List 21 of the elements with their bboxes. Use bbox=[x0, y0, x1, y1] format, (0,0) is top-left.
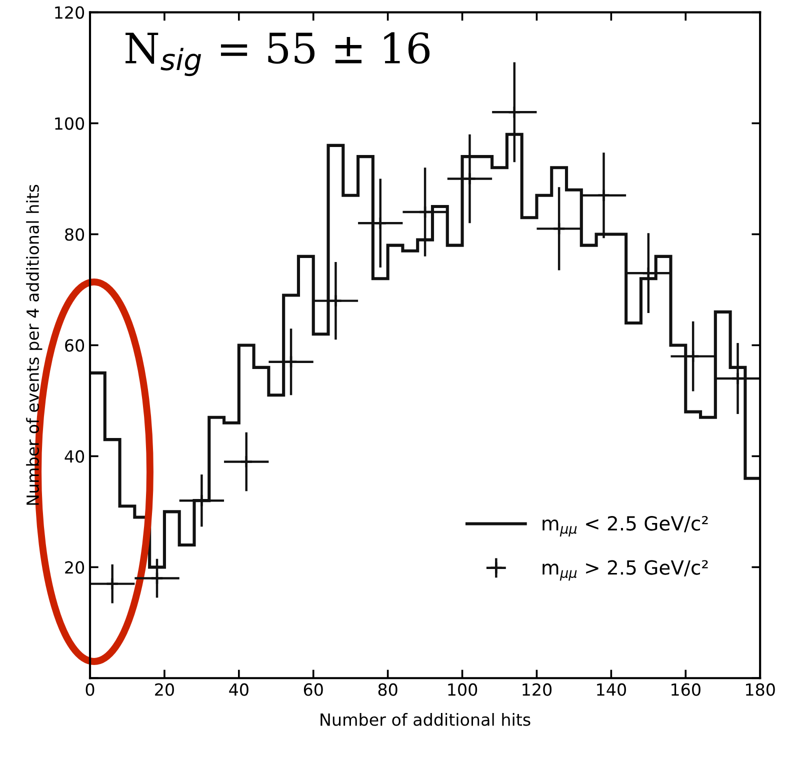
x-tick-label: 60 bbox=[304, 683, 323, 696]
annotation: N$_{sig}$ = 55 ± 16 bbox=[126, 32, 430, 76]
y-tick-label: 100 bbox=[55, 117, 84, 130]
y-tick-label: 80 bbox=[65, 228, 84, 241]
legend-label: m$_{μμ}$ < 2.5 GeV/c² bbox=[542, 516, 708, 536]
x-tick-label: 120 bbox=[522, 683, 552, 696]
x-tick-label: 0 bbox=[86, 683, 94, 696]
y-tick-label: 120 bbox=[55, 6, 84, 19]
y-tick-label: 40 bbox=[64, 450, 84, 463]
x-tick-label: 80 bbox=[378, 683, 398, 696]
x-tick-label: 160 bbox=[672, 683, 700, 696]
y-tick-label: 60 bbox=[65, 339, 84, 352]
legend-label: m$_{μμ}$ > 2.5 GeV/c² bbox=[542, 560, 708, 581]
y-tick-label: 20 bbox=[65, 561, 84, 574]
x-axis-title: Number of additional hits bbox=[320, 713, 530, 726]
x-tick-label: 180 bbox=[746, 683, 775, 696]
x-tick-label: 20 bbox=[155, 683, 174, 696]
y-axis-title: Number of events per 4 additional hits bbox=[26, 184, 42, 505]
x-tick-label: 40 bbox=[229, 683, 248, 696]
x-tick-label: 140 bbox=[597, 683, 626, 696]
x-tick-label: 100 bbox=[448, 683, 478, 696]
